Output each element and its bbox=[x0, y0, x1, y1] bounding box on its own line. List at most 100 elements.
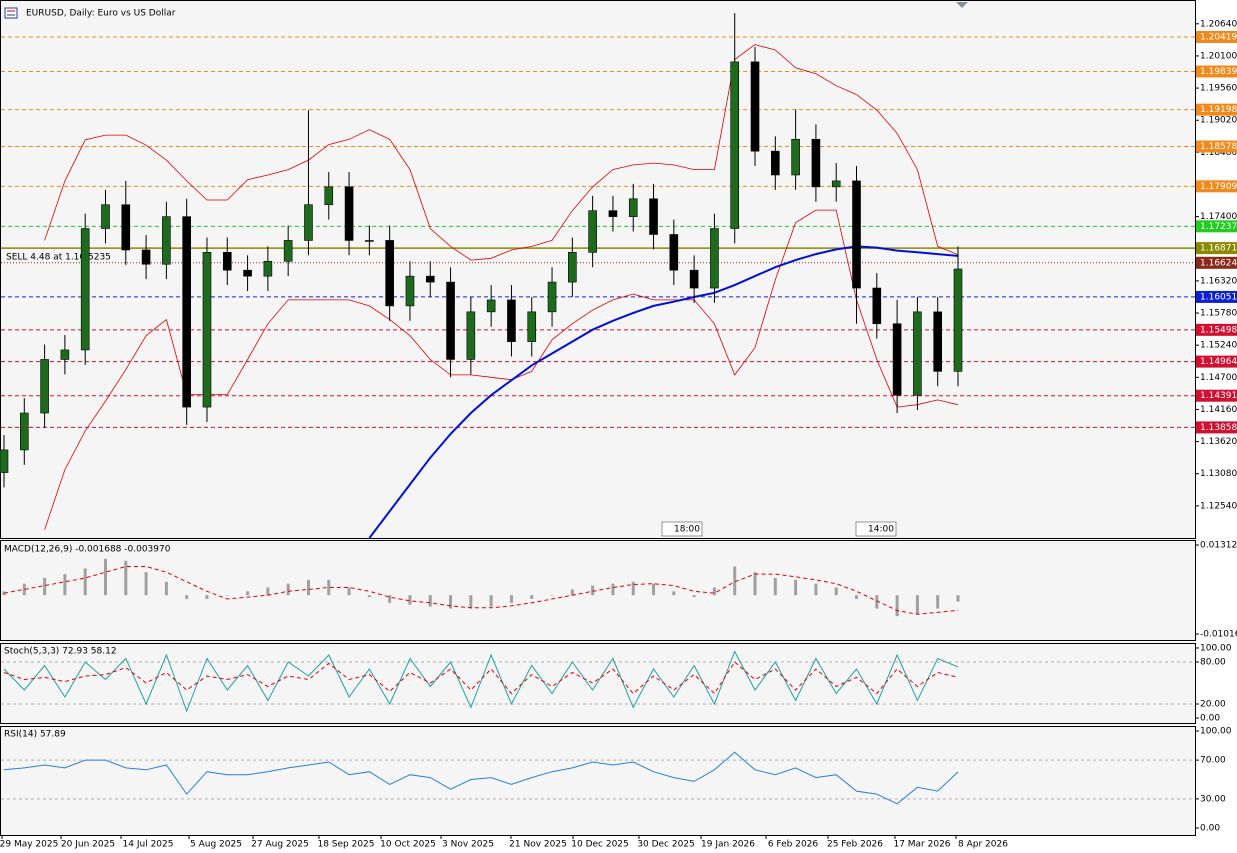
candle-body bbox=[486, 299, 496, 313]
x-tick-label: 20 Jun 2025 bbox=[61, 840, 115, 850]
candle-body bbox=[933, 311, 943, 372]
candle-body bbox=[385, 240, 394, 307]
price-level-label: 1.17909 bbox=[1200, 182, 1237, 192]
y-tick-label: 30.00 bbox=[1200, 794, 1226, 804]
price-level-tag bbox=[1196, 30, 1237, 43]
macd-bar bbox=[773, 577, 777, 596]
macd-bar bbox=[753, 572, 757, 596]
y-tick-label: 1.16320 bbox=[1200, 276, 1237, 286]
y-tick-label: 1.14160 bbox=[1200, 405, 1237, 415]
candle-body bbox=[831, 180, 841, 188]
x-tick-label: 10 Dec 2025 bbox=[571, 840, 629, 850]
symbol-icon bbox=[4, 7, 18, 19]
candle-body bbox=[791, 138, 800, 176]
y-tick-label: 1.19560 bbox=[1200, 84, 1237, 94]
x-tick-label: 17 Mar 2026 bbox=[893, 840, 950, 850]
indicator-line bbox=[44, 44, 959, 261]
y-tick-label: 0.00 bbox=[1200, 714, 1220, 724]
y-tick-label: 1.20640 bbox=[1200, 19, 1237, 29]
price-level-label: 1.13858 bbox=[1200, 423, 1237, 433]
session-marker bbox=[855, 521, 897, 537]
price-level-tag bbox=[1196, 140, 1237, 153]
x-tick-label: 3 Nov 2025 bbox=[442, 840, 494, 850]
candle-body bbox=[365, 240, 374, 242]
macd-bar bbox=[875, 595, 879, 609]
macd-bar bbox=[469, 595, 473, 609]
price-level-tag bbox=[1196, 103, 1237, 116]
candle-body bbox=[507, 299, 516, 342]
price-level-label: 1.16051 bbox=[1200, 292, 1237, 302]
macd-signal bbox=[3, 566, 959, 615]
macd-bar bbox=[185, 595, 189, 599]
x-tick-label: 19 Jan 2026 bbox=[701, 840, 755, 850]
candle-body bbox=[669, 234, 679, 271]
y-tick-label: 1.20100 bbox=[1200, 51, 1237, 61]
scroll-marker bbox=[956, 2, 968, 8]
x-tick-label: 29 May 2025 bbox=[0, 840, 58, 850]
macd-bar bbox=[834, 587, 838, 596]
macd-bar bbox=[428, 595, 432, 607]
macd-bar bbox=[327, 579, 331, 596]
panel-title: Stoch(5,3,3) 72.93 58.12 bbox=[4, 647, 117, 657]
candle-body bbox=[80, 228, 90, 351]
oscillator-line bbox=[3, 751, 959, 805]
macd-bar bbox=[266, 587, 270, 596]
chart-title: EURUSD, Daily: Euro vs US Dollar bbox=[26, 9, 176, 19]
session-marker bbox=[661, 521, 703, 537]
y-tick-label: 1.17400 bbox=[1200, 212, 1237, 222]
macd-bar bbox=[63, 574, 67, 596]
macd-bar bbox=[246, 591, 250, 596]
macd-bar bbox=[672, 591, 676, 596]
macd-bar bbox=[692, 595, 696, 598]
candle-body bbox=[243, 269, 252, 277]
candle-body bbox=[689, 269, 699, 289]
session-marker-label: 14:00 bbox=[868, 525, 894, 535]
macd-bar bbox=[631, 581, 635, 596]
price-level-label: 1.16624 bbox=[1200, 258, 1237, 268]
panel-title: RSI(14) 57.89 bbox=[4, 730, 66, 740]
x-tick-label: 10 Oct 2025 bbox=[380, 840, 436, 850]
candle-body bbox=[608, 210, 618, 217]
y-tick-label: 80.00 bbox=[1200, 657, 1226, 667]
oscillator-line bbox=[3, 661, 959, 695]
price-level-tag bbox=[1196, 355, 1237, 368]
macd-bar bbox=[408, 595, 412, 605]
price-level-label: 1.19198 bbox=[1200, 105, 1237, 115]
candle-body bbox=[222, 252, 232, 271]
x-tick-label: 21 Nov 2025 bbox=[509, 840, 567, 850]
candle-body bbox=[19, 412, 29, 451]
candle-body bbox=[304, 204, 313, 241]
y-tick-label: 1.15240 bbox=[1200, 341, 1237, 351]
macd-bar bbox=[449, 595, 453, 609]
macd-bar bbox=[570, 589, 574, 596]
price-level-tag bbox=[1196, 256, 1237, 269]
candle-body bbox=[568, 252, 577, 283]
macd-bar bbox=[103, 558, 107, 596]
price-level-label: 1.16871 bbox=[1200, 244, 1237, 254]
macd-bar bbox=[794, 579, 798, 596]
macd-bar bbox=[489, 595, 493, 607]
candle-body bbox=[324, 186, 334, 206]
macd-bar bbox=[611, 583, 615, 596]
x-tick-label: 6 Feb 2026 bbox=[768, 840, 819, 850]
candle-body bbox=[953, 268, 963, 372]
price-level-tag bbox=[1196, 220, 1237, 233]
macd-bar bbox=[367, 595, 371, 598]
macd-bar bbox=[83, 568, 87, 596]
macd-bar bbox=[956, 595, 960, 602]
candle-body bbox=[892, 323, 902, 396]
candle-body bbox=[0, 449, 9, 473]
y-tick-label: 70.00 bbox=[1200, 756, 1226, 766]
candle-body bbox=[547, 281, 557, 313]
macd-bar bbox=[712, 587, 716, 596]
macd-bar bbox=[550, 595, 554, 596]
candle-body bbox=[771, 150, 780, 176]
x-tick-label: 18 Sep 2025 bbox=[317, 840, 374, 850]
macd-bar bbox=[306, 579, 310, 596]
price-level-tag bbox=[1196, 290, 1237, 303]
candle-body bbox=[202, 252, 212, 408]
macd-bar bbox=[286, 583, 290, 596]
price-level-tag bbox=[1196, 323, 1237, 336]
stoch-frame bbox=[0, 643, 1196, 724]
y-tick-label: 1.13620 bbox=[1200, 437, 1237, 447]
